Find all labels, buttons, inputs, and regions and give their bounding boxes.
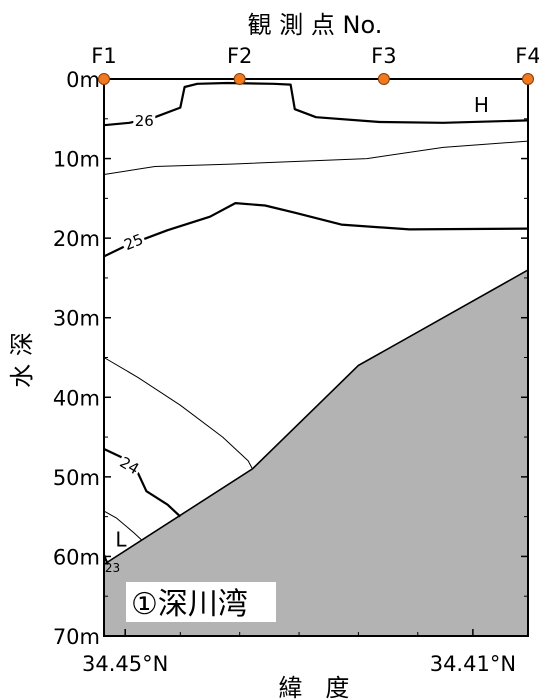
station-label-F3: F3: [371, 44, 396, 68]
y-tick-label: 50m: [53, 466, 100, 490]
station-marker: [233, 73, 246, 85]
y-tick-label: 30m: [53, 307, 100, 331]
contour-label-group-23: 23: [105, 561, 120, 575]
station-marker: [377, 73, 390, 85]
contour-line-thin-5: [103, 510, 143, 541]
y-axis-title: 水 深: [8, 332, 36, 388]
contour-line-26: [103, 81, 529, 127]
region-label-box: ①深川湾: [126, 582, 276, 622]
x-axis-title: 緯 度: [279, 674, 350, 699]
contour-label-group-26: 26: [133, 112, 156, 130]
station-label-F1: F1: [91, 44, 116, 68]
y-tick-label: 20m: [53, 227, 100, 251]
contour-label: 26: [135, 112, 154, 130]
contour-label-background: [115, 452, 144, 479]
y-tick-label: 10m: [53, 148, 100, 172]
contour-line-thin-1: [103, 140, 529, 175]
x-tick-label: 34.45°N: [82, 652, 168, 676]
x-tick-label: 34.41°N: [430, 652, 516, 676]
contour-line-25: [103, 202, 529, 258]
y-tick-label: 0m: [66, 68, 100, 92]
station-label-F2: F2: [227, 44, 252, 68]
mark-L: L: [115, 528, 127, 552]
station-marker: [522, 73, 534, 85]
contour-line-24: [103, 448, 182, 518]
region-label: ①深川湾: [131, 587, 248, 622]
station-marker: [98, 73, 110, 85]
contour-label-background: [133, 112, 156, 130]
y-tick-label: 60m: [53, 545, 100, 569]
contour-label-group-25: 25: [120, 229, 147, 254]
mark-H: H: [474, 93, 489, 117]
y-tick-label: 40m: [53, 386, 100, 410]
chart-title: 観 測 点 No.: [248, 11, 383, 39]
seabed-area: [103, 268, 529, 637]
contour-label: 23: [105, 561, 120, 575]
contour-label-background: [120, 229, 147, 254]
station-label-F4: F4: [515, 44, 539, 68]
region-label-background: [126, 582, 276, 622]
contour-line-thin-3: [103, 357, 253, 470]
contour-label: 25: [121, 230, 145, 254]
y-tick-label: 70m: [53, 625, 100, 649]
